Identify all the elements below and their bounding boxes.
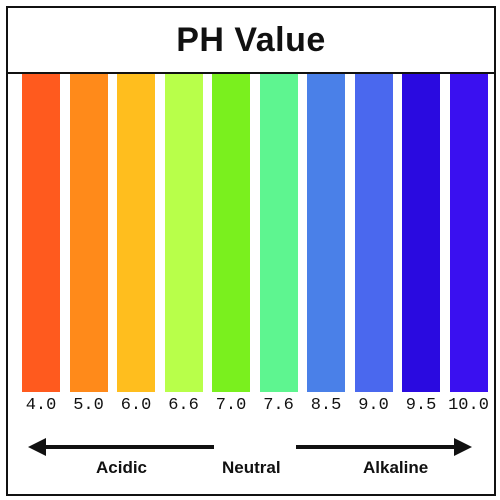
ph-bar-10-0 [449,74,488,392]
ph-label-9-5: 9.5 [405,396,437,415]
acidic-arrow-head [28,438,46,456]
ph-bar-4-0 [22,74,60,392]
ph-label-5-0: 5.0 [73,396,104,415]
ph-chart-frame: PH Value [6,6,496,496]
ph-bar-6-0 [117,74,155,392]
ph-label-9-0: 9.0 [358,396,389,415]
ph-label-7-6: 7.6 [263,396,294,415]
ph-label-6-0: 6.0 [120,396,152,415]
alkaline-label: Alkaline [363,458,429,477]
acidic-label: Acidic [96,458,148,477]
ph-bar-6-6 [164,74,203,392]
ph-color-bars [12,74,488,392]
alkaline-arrow-head [454,438,472,456]
ph-bar-7-6 [259,74,298,392]
ph-label-7-0: 7.0 [215,396,247,415]
ph-bar-7-0 [212,74,250,392]
title-box: PH Value [8,8,494,74]
ph-label-8-5: 8.5 [310,396,342,415]
ph-label-6-6: 6.6 [168,396,199,415]
ph-label-4-0: 4.0 [25,396,57,415]
scale-arrows [28,438,472,456]
ph-bar-9-5 [402,74,440,392]
ph-bar-8-5 [307,74,345,392]
ph-bar-5-0 [69,74,108,392]
page-title: PH Value [176,20,326,59]
ph-label-10-0: 10.0 [448,396,489,415]
neutral-label: Neutral [222,458,281,477]
ph-bar-9-0 [354,74,393,392]
